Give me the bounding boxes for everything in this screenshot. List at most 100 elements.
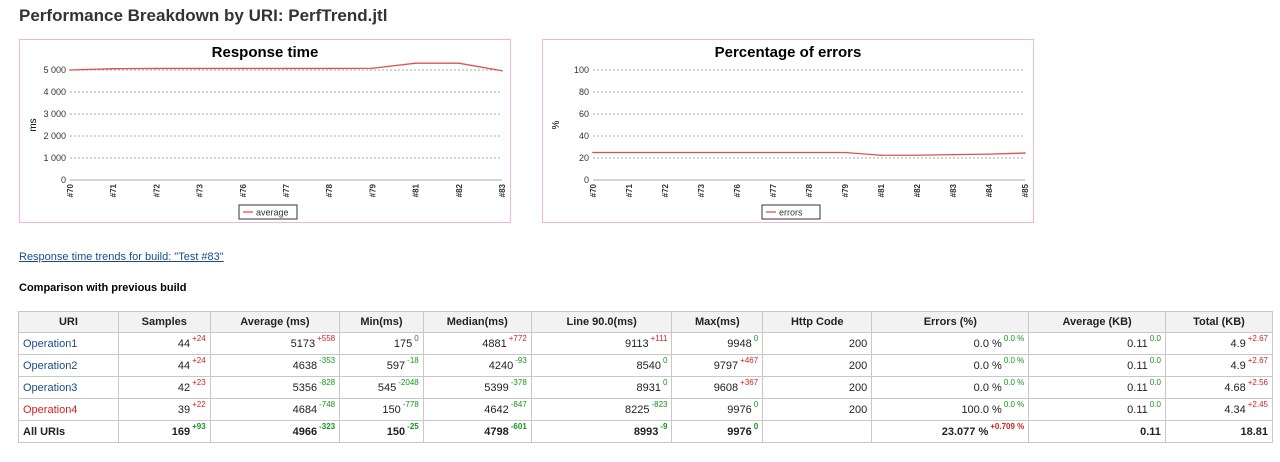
page-title: Performance Breakdown by URI: PerfTrend.… bbox=[19, 6, 388, 25]
cell-delta: -778 bbox=[402, 399, 419, 409]
cell-value: 150 bbox=[382, 403, 401, 416]
table-cell: 5356 -828 bbox=[209, 376, 341, 399]
cell-delta: +0.709 % bbox=[990, 421, 1025, 431]
cell-value: 8225 bbox=[624, 403, 650, 416]
cell-value: 175 bbox=[393, 337, 413, 350]
table-cell: 9113 +111 bbox=[530, 332, 673, 355]
cell-value: 150 bbox=[386, 425, 406, 438]
cell-delta: 0.0 % bbox=[1003, 333, 1025, 343]
cell-delta: -828 bbox=[319, 377, 336, 387]
cell-value: 9976 bbox=[727, 403, 752, 416]
cell-value: 4798 bbox=[484, 425, 509, 438]
table-cell: 4.68 +2.56 bbox=[1164, 376, 1274, 399]
cell-value: 0.0 % bbox=[973, 381, 1002, 394]
column-header: Min(ms) bbox=[339, 311, 424, 333]
cell-value: 44 bbox=[177, 359, 191, 372]
cell-delta: -823 bbox=[651, 399, 668, 409]
table-cell: 9608 +367 bbox=[671, 376, 764, 399]
x-tick-label: #73 bbox=[697, 183, 706, 197]
table-cell: 4638 -353 bbox=[209, 354, 341, 377]
cell-delta: +111 bbox=[650, 333, 668, 343]
cell-value: 0.11 bbox=[1140, 425, 1161, 438]
cell-delta: +2.67 bbox=[1247, 355, 1268, 365]
table-cell: 0.11 0.0 bbox=[1028, 354, 1166, 377]
cell-delta: -847 bbox=[510, 399, 527, 409]
cell-delta: 0.0 bbox=[1149, 377, 1161, 387]
cell-delta: 0 bbox=[753, 399, 759, 409]
table-cell: 5173 +558 bbox=[209, 332, 341, 355]
x-tick-label: #82 bbox=[913, 183, 922, 197]
cell-value: 4881 bbox=[482, 337, 507, 350]
cell-value: 4642 bbox=[484, 403, 509, 416]
table-cell: 0.11 bbox=[1028, 420, 1166, 443]
table-cell: 8225 -823 bbox=[530, 398, 673, 421]
table-cell: 169 +93 bbox=[117, 420, 211, 443]
table-cell: 42 +23 bbox=[117, 376, 211, 399]
cell-delta: 0.0 bbox=[1149, 333, 1161, 343]
column-header: Average (ms) bbox=[209, 311, 341, 333]
x-tick-label: #76 bbox=[239, 183, 248, 197]
table-cell: 9948 0 bbox=[671, 332, 764, 355]
uri-cell: Operation2 bbox=[18, 354, 119, 377]
data-point bbox=[371, 67, 374, 70]
cell-value: 44 bbox=[177, 337, 191, 350]
uri-cell: Operation1 bbox=[18, 332, 119, 355]
data-point bbox=[1024, 152, 1026, 154]
legend-box bbox=[238, 204, 298, 220]
legend-box bbox=[761, 204, 821, 220]
uri-link[interactable]: Operation4 bbox=[23, 403, 78, 416]
cell-value: 0.0 % bbox=[973, 337, 1002, 350]
x-tick-label: #77 bbox=[282, 183, 291, 197]
data-point bbox=[664, 151, 666, 154]
cell-value: 0.11 bbox=[1127, 403, 1148, 416]
cell-delta: +22 bbox=[192, 399, 206, 409]
data-point bbox=[808, 151, 810, 154]
response-time-trends-link[interactable]: Response time trends for build: "Test #8… bbox=[19, 251, 224, 263]
table-cell: 4642 -847 bbox=[422, 398, 532, 421]
column-header: Samples bbox=[117, 311, 211, 333]
cell-value: 8993 bbox=[633, 425, 659, 438]
cell-value: 39 bbox=[177, 403, 191, 416]
uri-link[interactable]: Operation1 bbox=[23, 337, 78, 350]
cell-delta: +24 bbox=[192, 333, 206, 343]
cell-delta: -378 bbox=[510, 377, 527, 387]
cell-value: 200 bbox=[848, 381, 868, 394]
x-tick-label: #81 bbox=[412, 183, 421, 197]
chart-title: Percentage of errors bbox=[715, 44, 862, 61]
table-cell: 44 +24 bbox=[117, 332, 211, 355]
data-point bbox=[952, 153, 954, 156]
table-cell: 0.0 % 0.0 % bbox=[871, 354, 1030, 377]
cell-delta: +93 bbox=[192, 421, 206, 431]
cell-delta: 0 bbox=[753, 421, 759, 431]
y-tick-label: 40 bbox=[579, 131, 589, 141]
data-point bbox=[414, 62, 417, 64]
table-cell: 597 -18 bbox=[339, 354, 424, 377]
column-header: Errors (%) bbox=[871, 311, 1030, 333]
x-tick-label: #71 bbox=[109, 183, 118, 197]
cell-value: 4.9 bbox=[1230, 359, 1246, 372]
y-tick-label: 0 bbox=[61, 175, 66, 185]
table-cell: 4798 -601 bbox=[422, 420, 532, 443]
uri-link[interactable]: Operation3 bbox=[23, 381, 78, 394]
table-cell: 4.9 +2.67 bbox=[1164, 332, 1274, 355]
x-tick-label: #70 bbox=[589, 183, 598, 197]
cell-delta: -2048 bbox=[398, 377, 419, 387]
table-total-row: All URIs 169 +93 4966 -323 150 -25 4798 -601 8993… bbox=[18, 420, 1274, 443]
table-cell: 23.077 % +0.709 % bbox=[871, 420, 1030, 443]
cell-delta: 0.0 % bbox=[1003, 355, 1025, 365]
data-point bbox=[112, 67, 114, 70]
cell-value: 200 bbox=[848, 337, 868, 350]
table-cell: 200 bbox=[762, 332, 873, 355]
uri-link[interactable]: Operation2 bbox=[23, 359, 78, 372]
table-cell: 4684 -748 bbox=[209, 398, 341, 421]
data-point bbox=[69, 69, 71, 71]
table-cell: 100.0 % 0.0 % bbox=[871, 398, 1030, 421]
table-cell: 175 0 bbox=[339, 332, 424, 355]
cell-delta: -323 bbox=[319, 421, 336, 431]
cell-value: 5356 bbox=[292, 381, 318, 394]
cell-value: 545 bbox=[377, 381, 397, 394]
cell-delta: -18 bbox=[407, 355, 419, 365]
cell-delta: 0 bbox=[663, 355, 668, 365]
cell-value: 4638 bbox=[292, 359, 318, 372]
errors-chart: Percentage of errors 0 20 40 60 80 100% #70 #71 #… bbox=[542, 39, 1034, 223]
